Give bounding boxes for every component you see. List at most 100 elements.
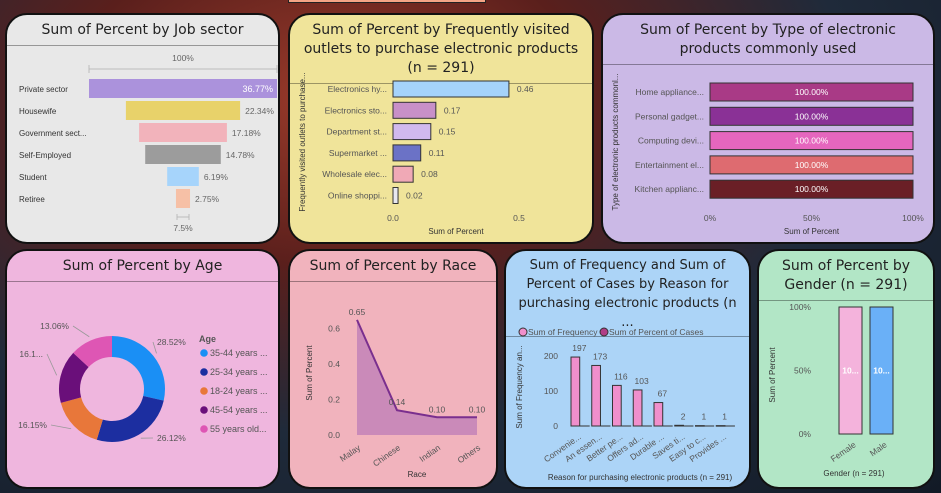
bar-value-label: 100.00% [795,87,829,97]
funnel-bar [175,189,191,208]
donut-slice [96,396,164,442]
x-tick-label: Indian [417,442,442,464]
bar-value-label: 1 [722,412,727,422]
bar-value-label: 67 [658,389,668,399]
y-axis-title: Frequently visited outlets to purchase..… [298,72,307,211]
donut-value-label: 28.52% [157,337,186,347]
legend-marker [200,425,208,433]
legend-item-label: 25-34 years ... [210,367,268,377]
x-tick-label: 100% [902,213,924,223]
funnel-category-label: Self-Employed [19,151,71,160]
y-category-label: Kitchen applianc... [635,184,704,194]
data-label: 0.65 [349,307,366,317]
x-axis-title: Sum of Percent [428,227,484,236]
gender-bar [838,306,863,435]
legend-item-label: 35-44 years ... [210,348,268,358]
reason-title: Sum of Frequency and Sum of Percent of C… [506,251,749,337]
y-category-label: Electronics hy... [328,84,387,94]
bar-value-label: 0.46 [517,84,534,94]
donut-leader-line [46,353,58,376]
job-sector-panel: Sum of Percent by Job sector 100% Private… [5,13,280,244]
x-tick-label: 0.5 [513,213,525,223]
y-tick-label: 50% [794,366,811,376]
reason-bar-chart: Sum of Frequency Sum of Percent of Cases S… [515,327,735,482]
y-axis-title: Sum of Percent [305,345,314,401]
y-category-label: Wholesale elec... [322,169,387,179]
x-axis-title: Race [408,470,427,479]
job-sector-funnel-chart: 100% Private sector 36.77% Housewife 22.34% G… [19,53,278,233]
funnel-category-label: Retiree [19,195,45,204]
funnel-value-label: 2.75% [195,194,220,204]
frequency-bar [591,364,601,427]
race-area-chart: Sum of Percent 0.0 0.2 0.4 0.6 0.65 Malay 0.14 C… [305,307,486,479]
y-tick-label: 0.2 [328,395,340,405]
donut-slice [73,336,112,368]
y-category-label: Entertainment el... [635,160,704,170]
donut-slice [59,352,89,403]
age-panel: Sum of Percent by Age 28.52% 26.12% 16.15%… [5,249,280,489]
y-category-label: Department st... [327,127,387,137]
donut-value-label: 16.15% [18,420,47,430]
frequency-bar [653,402,664,427]
bar [392,187,399,204]
y-axis-title: Type of electronic products commonl... [611,74,620,211]
legend-label-frequency: Sum of Frequency [528,327,598,337]
gender-bar [869,306,894,435]
x-tick-label: Others [456,442,483,465]
legend-marker [200,387,208,395]
gender-panel: Sum of Percent by Gender (n = 291) Sum o… [757,249,935,489]
bar-value-label: 0.08 [421,169,438,179]
legend-item-label: 18-24 years ... [210,386,268,396]
bar [709,131,914,151]
x-tick-label: Male [868,439,889,458]
y-tick-label: 200 [544,351,558,361]
bar-value-label: 0.02 [406,191,423,201]
y-tick-label: 0.4 [328,359,340,369]
outlets-panel: Sum of Percent by Frequently visited out… [288,13,594,244]
y-category-label: Supermarket ... [329,148,387,158]
bar-value-label: 0.15 [439,127,456,137]
x-tick-label: Chinese [371,442,403,468]
bar-value-label: 173 [593,351,607,361]
reason-panel: Sum of Frequency and Sum of Percent of C… [504,249,751,489]
legend-title: Age [199,334,216,344]
x-tick-label: 50% [803,213,820,223]
x-tick-label: 0% [704,213,717,223]
legend-marker [200,349,208,357]
legend-marker [200,406,208,414]
y-tick-label: 0% [799,429,812,439]
bar-value-label: 1 [701,412,706,422]
age-title: Sum of Percent by Age [7,251,278,282]
x-tick-label: Female [829,439,858,464]
donut-value-label: 26.12% [157,433,186,443]
y-tick-label: 0.6 [328,324,340,334]
y-axis-title: Sum of Frequency an... [515,345,524,428]
bar [392,144,422,162]
funnel-value-label: 6.19% [204,172,229,182]
y-tick-label: 100% [789,303,811,312]
bar-value-label: 100.00% [795,160,829,170]
funnel-bottom-label: 7.5% [173,223,193,233]
bar-value-label: 103 [635,376,649,386]
funnel-top-label: 100% [172,53,194,63]
y-category-label: Personal gadget... [635,111,704,121]
bar-value-label: 2 [681,411,686,421]
frequency-bar [674,424,684,427]
legend-item-label: 45-54 years ... [210,405,268,415]
bar-value-label: 100.00% [795,136,829,146]
frequency-bar [632,389,643,427]
legend-item-label: 55 years old... [210,424,267,434]
y-axis-title: Sum of Percent [768,347,777,403]
donut-leader-line [152,341,157,354]
bar-value-label: 197 [572,343,586,353]
outlets-title: Sum of Percent by Frequently visited out… [290,15,592,84]
x-axis-title: Sum of Percent [784,227,840,236]
x-tick-label: 0.0 [387,213,399,223]
top-banner-edge [288,0,486,3]
funnel-value-label: 17.18% [232,128,261,138]
bar-value-label: 100.00% [795,111,829,121]
product-types-title: Sum of Percent by Type of electronic pro… [603,15,933,65]
bar [709,155,914,175]
y-tick-label: 0.0 [328,430,340,440]
funnel-value-label: 14.78% [226,150,255,160]
